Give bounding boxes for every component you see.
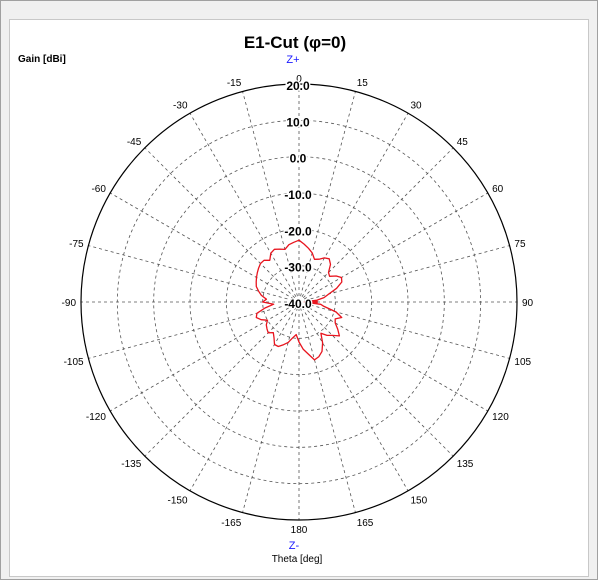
radial-tick-label: 10.0 bbox=[286, 115, 310, 129]
theta-tick-label: -135 bbox=[121, 459, 141, 470]
theta-tick-label: 0 bbox=[296, 74, 302, 85]
radial-tick-label: -10.0 bbox=[284, 188, 312, 202]
theta-tick-label: 105 bbox=[514, 357, 531, 368]
theta-tick-label: -105 bbox=[64, 357, 84, 368]
radial-tick-label: 0.0 bbox=[290, 152, 307, 166]
plot-panel: E1-Cut (φ=0) Gain [dBi] Z+ Z- Theta [deg… bbox=[9, 19, 589, 577]
grid-ring bbox=[262, 265, 336, 339]
grid-spoke bbox=[298, 192, 488, 303]
theta-tick-labels: 0 15 30 45 60 75 90 105 120 135 150 165 180 -165 -150 -… bbox=[62, 74, 534, 536]
theta-tick-label: -15 bbox=[227, 78, 242, 89]
theta-tick-label: -165 bbox=[221, 518, 241, 529]
grid-spoke bbox=[110, 192, 300, 303]
chart-title: E1-Cut (φ=0) bbox=[244, 33, 346, 52]
theta-tick-label: 180 bbox=[291, 525, 308, 536]
grid-ring bbox=[225, 228, 373, 376]
theta-tick-label: -75 bbox=[69, 239, 84, 250]
theta-tick-label: -90 bbox=[62, 298, 77, 309]
grid-ring bbox=[153, 156, 445, 448]
grid-spoke bbox=[298, 147, 454, 303]
theta-tick-label: 60 bbox=[492, 184, 504, 195]
theta-tick-label: 75 bbox=[514, 239, 526, 250]
radial-tick-label: -20.0 bbox=[284, 224, 312, 238]
outer-ring bbox=[80, 83, 518, 521]
grid-spoke bbox=[88, 245, 300, 303]
grid-ring bbox=[189, 192, 409, 412]
theta-tick-label: -30 bbox=[173, 101, 188, 112]
top-pole-label: Z+ bbox=[286, 54, 299, 66]
theta-tick-label: -60 bbox=[91, 184, 106, 195]
radial-tick-label: 20.0 bbox=[286, 79, 310, 93]
series-layer bbox=[255, 239, 343, 361]
radial-tick-label: -40.0 bbox=[284, 297, 312, 311]
theta-tick-label: 150 bbox=[411, 496, 428, 507]
theta-tick-label: 45 bbox=[457, 137, 469, 148]
grid-spoke bbox=[110, 301, 300, 412]
polar-grid bbox=[80, 83, 518, 521]
angular-axis-label: Theta [deg] bbox=[272, 554, 323, 565]
theta-tick-label: 30 bbox=[411, 101, 423, 112]
grid-spoke bbox=[298, 301, 409, 491]
theta-tick-label: 90 bbox=[522, 298, 534, 309]
theta-tick-label: -120 bbox=[86, 412, 106, 423]
theta-tick-label: -45 bbox=[127, 137, 142, 148]
grid-ring bbox=[116, 119, 482, 485]
grid-spoke bbox=[298, 301, 356, 513]
polar-chart: E1-Cut (φ=0) Gain [dBi] Z+ Z- Theta [deg… bbox=[18, 33, 534, 565]
theta-tick-label: 15 bbox=[357, 78, 369, 89]
radial-axis-label: Gain [dBi] bbox=[18, 54, 66, 65]
grid-spoke bbox=[144, 301, 300, 457]
grid-spoke bbox=[298, 301, 510, 359]
theta-tick-label: 120 bbox=[492, 412, 509, 423]
theta-tick-label: 135 bbox=[457, 459, 474, 470]
radial-tick-labels: 20.0 10.0 0.0 -10.0 -20.0 -30.0 -40.0 bbox=[283, 78, 313, 313]
theta-tick-label: -150 bbox=[167, 496, 187, 507]
grid-spoke bbox=[242, 91, 300, 303]
gain-pattern-line bbox=[255, 239, 343, 361]
bottom-pole-label: Z- bbox=[289, 540, 300, 552]
theta-tick-label: 165 bbox=[357, 518, 374, 529]
radial-tick-label: -30.0 bbox=[284, 261, 312, 275]
grid-spoke bbox=[298, 301, 488, 412]
